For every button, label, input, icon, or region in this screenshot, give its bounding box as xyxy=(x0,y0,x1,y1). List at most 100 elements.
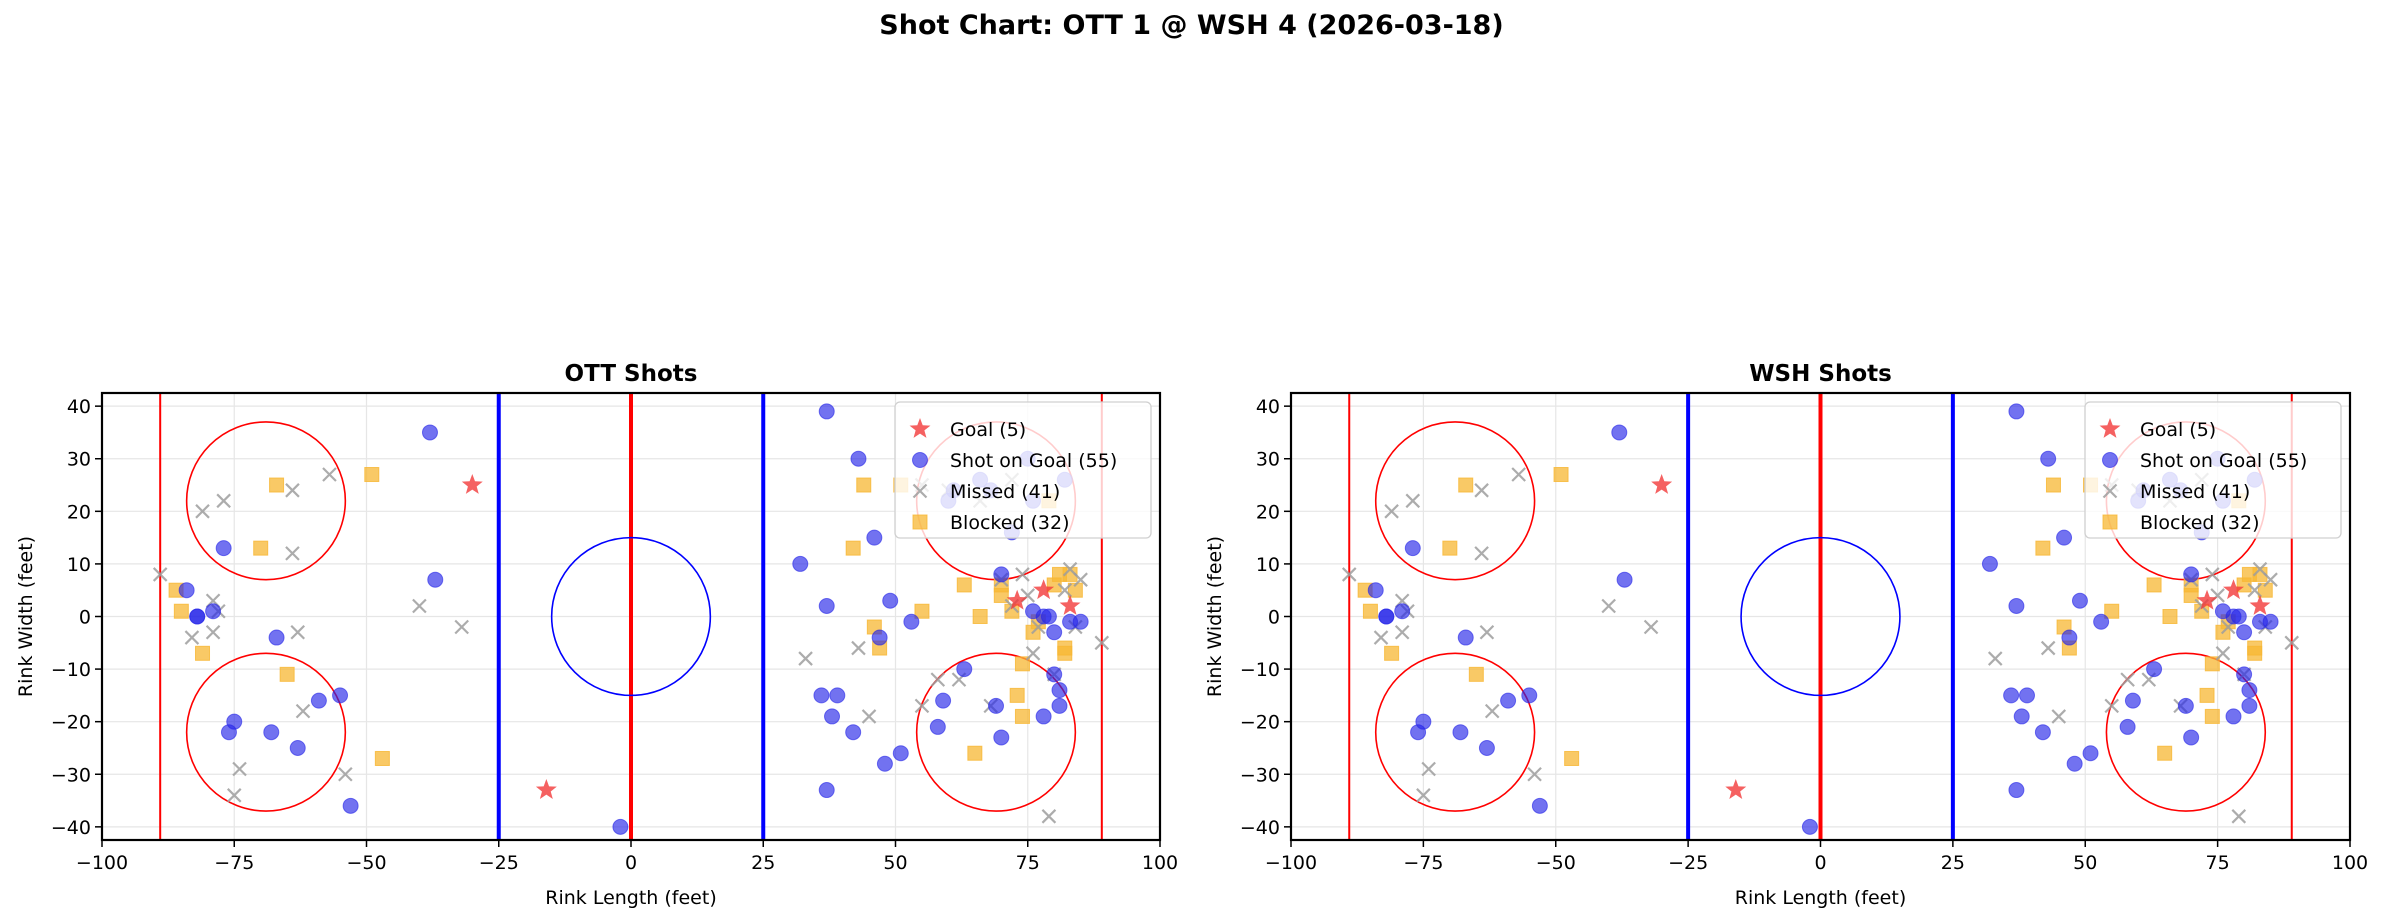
shot-on-goal-point xyxy=(2008,403,2025,420)
blocked-point xyxy=(1014,708,1030,724)
legend-blocked-marker xyxy=(912,514,928,530)
chart-title: WSH Shots xyxy=(1749,361,1892,387)
x-tick-label: −50 xyxy=(346,852,386,874)
x-tick-label: 100 xyxy=(1142,852,1178,874)
shot-on-goal-point xyxy=(866,529,883,546)
legend-blocked-label: Blocked (32) xyxy=(950,512,1070,534)
blocked-point xyxy=(195,645,211,661)
shot-on-goal-point xyxy=(2056,529,2073,546)
x-tick-label: −75 xyxy=(1403,852,1443,874)
blocked-point xyxy=(2247,645,2263,661)
missed-point xyxy=(2247,582,2262,598)
blocked-point xyxy=(173,603,189,619)
x-tick-label: −50 xyxy=(1536,852,1576,874)
shot-on-goal-point xyxy=(268,629,285,646)
legend-blocked-label: Blocked (32) xyxy=(2140,512,2260,534)
blocked-point xyxy=(856,477,872,493)
missed-point xyxy=(205,624,221,640)
shot-on-goal-point xyxy=(612,818,629,835)
legend-box xyxy=(894,401,1152,539)
shot-on-goal-point xyxy=(2183,729,2200,746)
x-tick-label: 50 xyxy=(2073,852,2097,874)
shot-on-goal-point xyxy=(1046,624,1063,641)
y-tick-label: −20 xyxy=(51,712,91,734)
y-tick-label: 20 xyxy=(1256,501,1280,523)
blocked-point xyxy=(2045,477,2061,493)
goal-point xyxy=(461,474,483,494)
shot-on-goal-point xyxy=(1981,555,1998,572)
goal-point xyxy=(2223,579,2244,600)
missed-point xyxy=(290,624,306,640)
figure-title: Shot Chart: OTT 1 @ WSH 4 (2026-03-18) xyxy=(879,10,1504,41)
missed-point xyxy=(1479,624,1495,640)
shot-on-goal-point xyxy=(427,571,444,588)
center-faceoff-circle xyxy=(1740,536,1901,697)
blocked-point xyxy=(2199,687,2215,703)
y-axis-label: Rink Width (feet) xyxy=(15,536,37,697)
y-tick-label: −20 xyxy=(1240,712,1280,734)
shot-on-goal-point xyxy=(2013,708,2030,725)
shot-on-goal-point xyxy=(929,718,946,735)
blocked-point xyxy=(972,609,988,624)
blocked-point xyxy=(1014,656,1030,672)
x-tick-label: 25 xyxy=(751,852,775,874)
missed-point xyxy=(1384,504,1399,519)
goal-point xyxy=(1006,589,1028,610)
shot-on-goal-point xyxy=(1035,708,1052,725)
shot-on-goal-point xyxy=(845,724,862,741)
blocked-point xyxy=(279,666,295,682)
shot-on-goal-point xyxy=(1404,540,1421,557)
blocked-point xyxy=(1553,467,1569,483)
shot-on-goal-point xyxy=(2061,629,2078,646)
missed-point xyxy=(2263,572,2278,587)
missed-point xyxy=(412,598,427,614)
missed-point xyxy=(1015,567,1030,582)
legend-goal-marker xyxy=(909,418,931,438)
shot-on-goal-point xyxy=(818,597,835,614)
faceoff-circle xyxy=(1374,652,1536,812)
blocked-point xyxy=(2204,656,2220,672)
y-tick-label: −40 xyxy=(51,817,91,839)
y-tick-label: 0 xyxy=(1268,607,1280,629)
missed-point xyxy=(2205,567,2220,582)
chart-panel-1: −100 −75 −50 −25 0 25 50 75 100−40−30−20−1001020… xyxy=(15,361,1178,909)
shot-on-goal-point xyxy=(2119,718,2136,735)
shot-on-goal-point xyxy=(2093,613,2110,630)
missed-point xyxy=(1057,582,1073,598)
legend-goal-marker xyxy=(2099,418,2121,438)
blocked-point xyxy=(2257,582,2273,598)
legend-missed-marker xyxy=(2102,483,2118,499)
shot-on-goal-point xyxy=(956,661,973,678)
shot-on-goal-point xyxy=(993,729,1010,746)
missed-point xyxy=(1527,766,1542,782)
missed-point xyxy=(1041,809,1057,824)
shot-on-goal-point xyxy=(2071,592,2088,609)
shot-on-goal-point xyxy=(2034,724,2051,741)
shot-on-goal-point xyxy=(1616,571,1633,588)
shot-on-goal-point xyxy=(1367,582,1384,599)
blocked-point xyxy=(1009,687,1025,703)
shot-on-goal-point xyxy=(876,755,893,772)
shot-on-goal-point xyxy=(2040,450,2057,467)
center-faceoff-circle xyxy=(550,536,712,697)
shot-on-goal-point xyxy=(1040,608,1057,625)
missed-point xyxy=(2104,698,2120,714)
shot-on-goal-point xyxy=(993,566,1010,583)
missed-point xyxy=(322,467,337,482)
y-tick-label: 20 xyxy=(67,501,91,523)
missed-point xyxy=(1025,646,1041,661)
shot-on-goal-point xyxy=(1452,724,1469,741)
missed-point xyxy=(1394,624,1410,640)
shot-on-goal-point xyxy=(882,592,899,609)
y-tick-label: −10 xyxy=(1240,659,1280,681)
blocked-point xyxy=(1004,603,1020,619)
missed-point xyxy=(152,567,168,582)
faceoff-circle xyxy=(185,421,347,581)
shot-on-goal-point xyxy=(332,687,349,704)
shot-on-goal-point xyxy=(988,697,1005,714)
y-tick-label: −30 xyxy=(1240,764,1280,786)
shot-on-goal-point xyxy=(263,724,280,741)
shot-on-goal-point xyxy=(829,687,846,704)
legend: Goal (5) Shot on Goal (55) Missed (41) Bloc… xyxy=(894,401,1152,539)
missed-point xyxy=(2215,646,2231,661)
